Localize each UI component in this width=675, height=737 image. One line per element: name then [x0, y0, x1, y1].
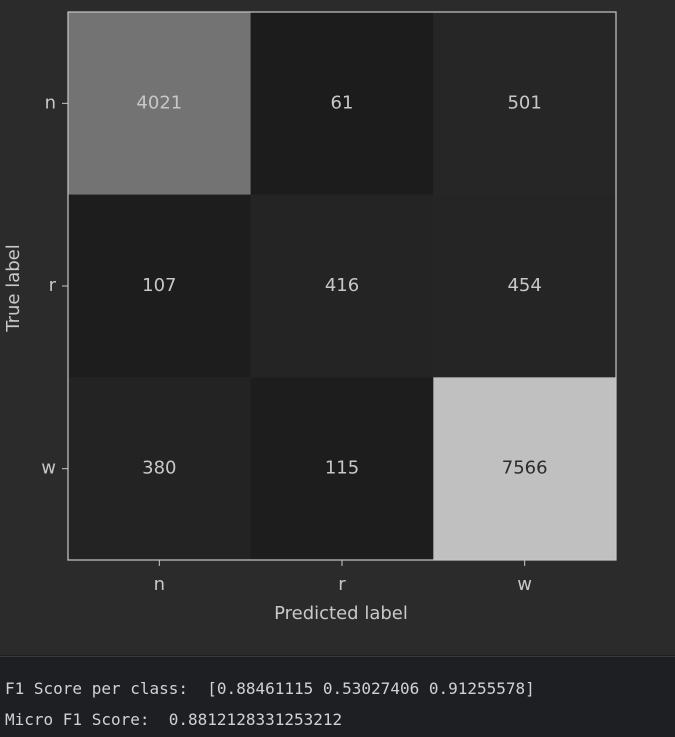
heatmap-cell [68, 377, 251, 560]
y-tick-label: w [41, 458, 56, 479]
x-tick-label: n [154, 574, 165, 595]
cell-value-label: 4021 [136, 92, 182, 113]
heatmap-cell [433, 12, 616, 195]
chart: Predicted label True label 4021 61 501 107 4… [0, 0, 675, 655]
heatmap-cell [250, 377, 434, 560]
cell-value-label: 380 [142, 458, 176, 479]
cell-value-label: 115 [325, 458, 359, 479]
heatmap-cell [250, 194, 434, 378]
cell-value-label: 7566 [502, 458, 548, 479]
cell-value-label: 107 [142, 275, 176, 296]
y-tick-label: r [49, 275, 57, 296]
output-area: F1 Score per class: [0.88461115 0.530274… [0, 656, 675, 737]
y-axis-label: True label [3, 244, 24, 333]
cell-value-label: 501 [507, 92, 541, 113]
cell-value-label: 61 [331, 92, 354, 113]
heatmap-cell [68, 194, 251, 378]
heatmap-cell [433, 194, 616, 378]
x-axis-label: Predicted label [274, 603, 408, 624]
cell-value-label: 416 [325, 275, 359, 296]
x-tick-label: r [338, 574, 346, 595]
heatmap-cell [250, 12, 434, 195]
output-line: Micro F1 Score: 0.8812128331253212 [5, 710, 343, 729]
y-tick-label: n [45, 92, 56, 113]
cell-value-label: 454 [507, 275, 541, 296]
output-line: F1 Score per class: [0.88461115 0.530274… [5, 679, 535, 698]
heatmap-cell [68, 12, 251, 195]
heatmap-cell [433, 377, 616, 560]
x-tick-label: w [517, 574, 532, 595]
